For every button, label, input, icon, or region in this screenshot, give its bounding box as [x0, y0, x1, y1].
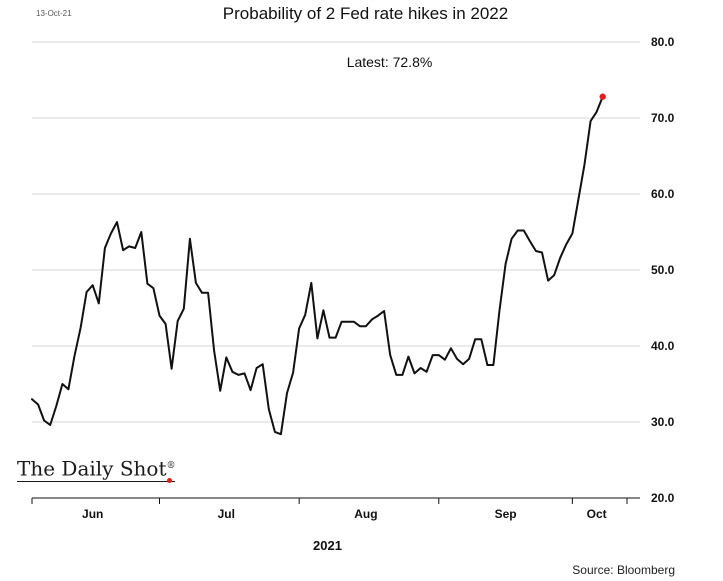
y-tick-label: 70.0: [651, 111, 675, 125]
y-tick-label: 60.0: [651, 187, 675, 201]
y-tick-label: 40.0: [651, 339, 675, 353]
chart-title: Probability of 2 Fed rate hikes in 2022: [222, 4, 509, 23]
x-tick-label: Aug: [354, 507, 377, 521]
logo-mark: ®: [166, 461, 176, 471]
x-tick-label: Sep: [495, 507, 517, 521]
daily-shot-logo: The Daily Shot®: [17, 455, 176, 482]
y-tick-label: 80.0: [651, 35, 675, 49]
source-note: Source: Bloomberg: [572, 563, 675, 577]
x-tick-label: Jul: [218, 507, 235, 521]
latest-point-marker: [599, 93, 606, 100]
series-line: [31, 95, 604, 436]
y-tick-label: 50.0: [651, 263, 675, 277]
y-tick-label: 20.0: [651, 491, 675, 505]
x-tick-label: Jun: [82, 507, 103, 521]
latest-value-annotation: Latest: 72.8%: [346, 54, 433, 70]
logo-text: The Daily Shot: [17, 456, 167, 481]
y-tick-label: 30.0: [651, 415, 675, 429]
date-stamp: 13-Oct-21: [36, 9, 72, 18]
x-tick-label: Oct: [587, 507, 607, 521]
x-axis-label: 2021: [313, 538, 342, 553]
logo-red-dot-icon: [167, 478, 172, 483]
